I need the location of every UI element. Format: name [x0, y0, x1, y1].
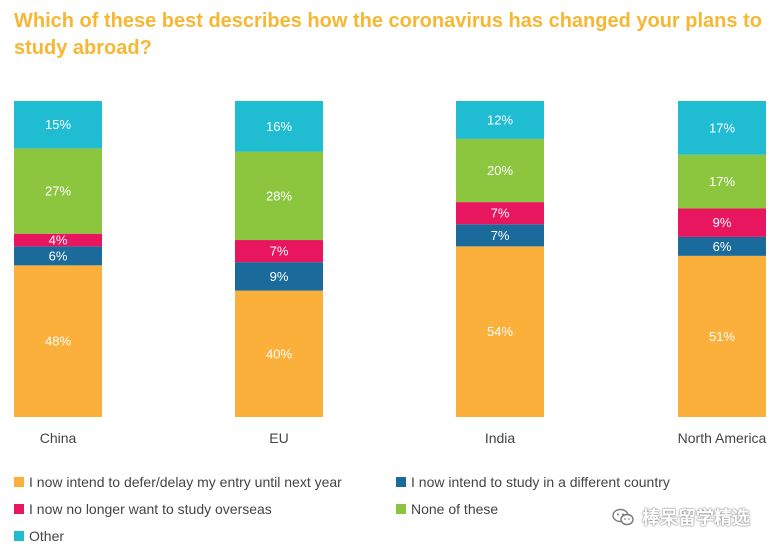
- bar-segment-india-s2: [456, 202, 544, 225]
- data-label-eu-s4: 16%: [266, 119, 292, 134]
- bar-segment-north-america-s1: [678, 236, 766, 256]
- data-label-india-s3: 20%: [487, 163, 513, 178]
- data-label-india-s2: 7%: [491, 206, 510, 221]
- legend-item-no-longer: I now no longer want to study overseas: [14, 501, 272, 517]
- data-label-north-america-s3: 17%: [709, 174, 735, 189]
- legend-item-different-country: I now intend to study in a different cou…: [396, 474, 670, 490]
- legend-label-no-longer: I now no longer want to study overseas: [29, 501, 272, 517]
- bar-segment-eu-s1: [235, 262, 323, 291]
- data-label-china-s0: 48%: [45, 334, 71, 349]
- data-label-india-s4: 12%: [487, 112, 513, 127]
- legend-item-other: Other: [14, 528, 64, 544]
- category-label-north-america: North America: [678, 430, 767, 446]
- data-label-eu-s0: 40%: [266, 346, 292, 361]
- bar-segment-eu-s4: [235, 101, 323, 152]
- legend-swatch-no-longer: [14, 504, 24, 514]
- chart-title: Which of these best describes how the co…: [14, 10, 762, 59]
- legend-item-none: None of these: [396, 501, 498, 517]
- legend-label-other: Other: [29, 528, 65, 544]
- data-label-eu-s2: 7%: [270, 244, 289, 259]
- legend-swatch-different-country: [396, 477, 406, 487]
- legend-swatch-other: [14, 531, 24, 541]
- wechat-icon: [612, 508, 634, 526]
- bar-segment-north-america-s3: [678, 154, 766, 209]
- legend-item-defer: I now intend to defer/delay my entry unt…: [14, 474, 342, 490]
- legend-label-different-country: I now intend to study in a different cou…: [411, 474, 670, 490]
- watermark: 棒呆留学精选: [612, 504, 750, 530]
- bar-segment-china-s1: [14, 246, 102, 266]
- data-label-eu-s1: 9%: [270, 269, 289, 284]
- legend-label-defer: I now intend to defer/delay my entry unt…: [29, 474, 342, 490]
- bar-segment-india-s4: [456, 101, 544, 139]
- bar-segment-north-america-s0: [678, 255, 766, 417]
- bar-segment-china-s2: [14, 233, 102, 247]
- data-label-eu-s3: 28%: [266, 188, 292, 203]
- legend-swatch-none: [396, 504, 406, 514]
- chart-legend: I now intend to defer/delay my entry unt…: [14, 470, 784, 554]
- bar-segment-eu-s3: [235, 151, 323, 241]
- data-label-north-america-s2: 9%: [713, 215, 732, 230]
- data-label-china-s1: 6%: [49, 248, 68, 263]
- data-label-china-s4: 15%: [45, 117, 71, 132]
- bar-segment-china-s3: [14, 148, 102, 234]
- bar-segment-north-america-s2: [678, 208, 766, 237]
- stacked-bar-chart: 48%6%4%27%15%China40%9%7%28%16%EU54%7%7%…: [14, 101, 767, 446]
- bar-segment-india-s0: [456, 246, 544, 417]
- watermark-text: 棒呆留学精选: [642, 508, 750, 528]
- bar-segment-china-s0: [14, 265, 102, 417]
- bar-segment-north-america-s4: [678, 101, 766, 155]
- bar-segment-eu-s0: [235, 290, 323, 417]
- data-label-north-america-s1: 6%: [713, 239, 732, 254]
- bar-segment-india-s1: [456, 224, 544, 247]
- bar-segment-india-s3: [456, 138, 544, 203]
- data-label-north-america-s4: 17%: [709, 120, 735, 135]
- category-label-eu: EU: [269, 430, 288, 446]
- data-label-china-s3: 27%: [45, 184, 71, 199]
- legend-swatch-defer: [14, 477, 24, 487]
- category-label-india: India: [485, 430, 516, 446]
- data-label-north-america-s0: 51%: [709, 329, 735, 344]
- category-label-china: China: [40, 430, 77, 446]
- data-label-india-s1: 7%: [491, 228, 510, 243]
- bar-segment-eu-s2: [235, 240, 323, 263]
- bar-segment-china-s4: [14, 101, 102, 149]
- data-label-india-s0: 54%: [487, 324, 513, 339]
- legend-label-none: None of these: [411, 501, 499, 517]
- data-label-china-s2: 4%: [49, 233, 68, 248]
